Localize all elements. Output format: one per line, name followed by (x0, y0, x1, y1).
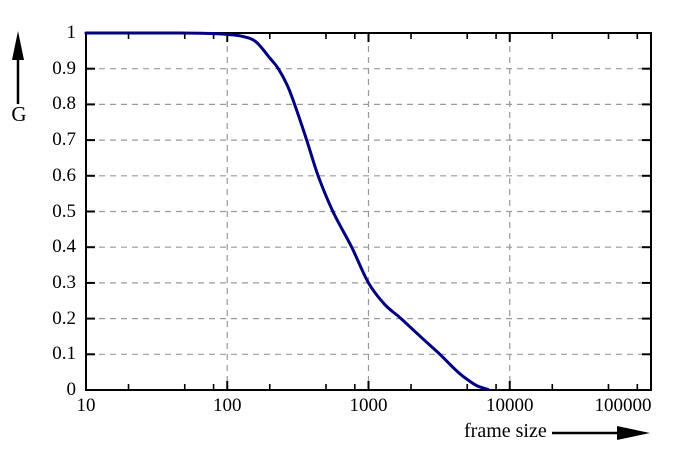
gridlines (88, 35, 649, 388)
x-axis-title: frame size (464, 420, 547, 442)
y-tick-label: 0.1 (52, 343, 76, 365)
y-tick-label: 0.3 (52, 271, 76, 293)
y-tick-label: 0.7 (52, 129, 76, 151)
axis-ticks (85, 32, 652, 391)
x-axis-arrow (552, 426, 650, 440)
y-tick-label: 1 (66, 22, 77, 43)
y-tick-label: 0 (66, 379, 77, 400)
x-tick-label: 100000 (594, 395, 652, 416)
y-axis-arrow (12, 31, 24, 104)
y-tick-label: 0.9 (52, 57, 76, 79)
y-tick-label: 0.6 (52, 164, 76, 186)
y-tick-label: 0.4 (52, 236, 76, 258)
x-tick-label: 10 (76, 395, 96, 416)
plot-border (85, 32, 652, 391)
y-tick-label: 0.2 (52, 307, 76, 329)
x-tick-label: 100 (213, 395, 242, 416)
x-tick-label: 1000 (349, 395, 388, 416)
y-tick-label: 0.5 (52, 200, 76, 222)
x-tick-label: 10000 (486, 395, 534, 416)
y-axis-title: G (11, 102, 27, 126)
curve-g-vs-frame-size (84, 31, 490, 391)
y-tick-label: 0.8 (52, 93, 76, 115)
x-axis-arrowhead-icon (617, 426, 650, 440)
y-axis-arrowhead-icon (12, 31, 24, 60)
